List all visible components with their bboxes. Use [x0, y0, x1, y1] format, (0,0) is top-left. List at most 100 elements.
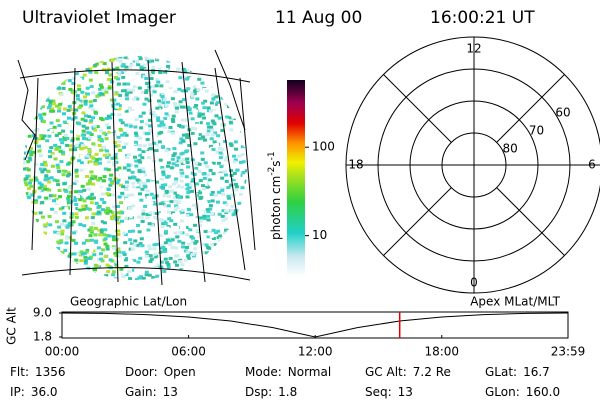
pixel: [26, 112, 31, 116]
pixel: [87, 181, 92, 185]
pixel: [159, 260, 164, 264]
pixel: [136, 260, 141, 264]
pixel: [82, 188, 87, 192]
pixel: [109, 285, 113, 288]
pixel: [83, 269, 88, 273]
pixel: [222, 240, 227, 244]
pixel: [79, 168, 84, 172]
pixel: [94, 201, 99, 205]
pixel: [165, 226, 170, 230]
pixel: [153, 258, 158, 262]
pixel: [245, 214, 247, 218]
pixel: [103, 255, 108, 259]
pixel: [112, 161, 117, 165]
pixel: [38, 211, 43, 215]
field-label: IP:: [10, 385, 25, 399]
pixel: [95, 181, 100, 185]
pixel: [215, 200, 220, 204]
x-tick-label: 18:00: [424, 345, 459, 359]
pixel: [197, 199, 202, 203]
pixel: [78, 273, 83, 277]
pixel: [180, 263, 185, 267]
pixel: [27, 156, 32, 160]
pixel: [253, 125, 257, 128]
pixel: [124, 133, 129, 137]
pixel: [89, 119, 94, 123]
pixel: [67, 79, 72, 83]
mlt-line: [383, 187, 452, 256]
pixel: [130, 234, 135, 238]
pixel: [153, 113, 158, 117]
pixel: [150, 227, 155, 231]
pixel: [144, 254, 149, 258]
pixel: [218, 108, 223, 112]
pixel: [53, 257, 58, 261]
pixel: [126, 283, 130, 286]
pixel: [182, 275, 187, 279]
pixel: [182, 195, 187, 199]
pixel: [93, 175, 98, 179]
pixel: [165, 201, 170, 205]
pixel: [63, 254, 68, 258]
pixel: [207, 178, 212, 182]
field-value: 1.8: [278, 385, 297, 399]
pixel: [162, 97, 167, 101]
pixel: [36, 276, 41, 280]
pixel: [254, 143, 258, 146]
pixel: [217, 190, 222, 194]
pixel: [140, 280, 144, 283]
pixel: [79, 60, 84, 64]
pixel: [84, 114, 89, 118]
pixel: [61, 129, 66, 133]
pixel: [225, 235, 230, 239]
pixel: [97, 161, 102, 165]
pixel: [74, 72, 79, 76]
pixel: [40, 96, 45, 100]
pixel: [158, 67, 163, 71]
pixel: [81, 129, 86, 133]
mlt-label: 12: [466, 42, 481, 56]
pixel: [216, 229, 221, 233]
pixel: [184, 218, 189, 222]
pixel: [125, 184, 130, 188]
pixel: [230, 285, 234, 288]
pixel: [74, 56, 79, 57]
pixel: [23, 56, 27, 60]
pixel: [73, 262, 78, 266]
pixel: [37, 195, 42, 199]
pixel: [171, 182, 176, 186]
pixel: [44, 174, 49, 178]
pixel: [168, 185, 173, 189]
pixel: [142, 63, 147, 67]
pixel: [211, 78, 216, 82]
pixel: [71, 238, 76, 242]
pixel: [141, 212, 146, 216]
pixel: [220, 128, 225, 132]
pixel: [90, 216, 95, 220]
pixel: [96, 197, 101, 201]
pixel: [23, 144, 25, 148]
pixel: [81, 204, 86, 208]
pixel: [207, 231, 212, 235]
footer-field: Dsp: 1.8: [245, 385, 297, 399]
mlt-label: 0: [470, 276, 478, 290]
pixel: [192, 101, 197, 105]
pixel: [114, 69, 119, 73]
pixel: [234, 83, 239, 87]
pixel: [100, 208, 105, 212]
pixel: [254, 61, 258, 64]
pixel: [43, 87, 48, 91]
pixel: [224, 277, 229, 280]
pixel: [164, 112, 169, 116]
pixel: [108, 209, 113, 213]
pixel: [71, 273, 76, 277]
pixel: [54, 147, 59, 151]
pixel: [52, 255, 57, 259]
pixel: [218, 281, 222, 284]
pixel: [99, 116, 104, 120]
pixel: [188, 225, 193, 229]
pixel: [229, 265, 234, 269]
pixel: [215, 143, 220, 147]
pixel: [209, 154, 214, 158]
pixel: [215, 150, 220, 154]
